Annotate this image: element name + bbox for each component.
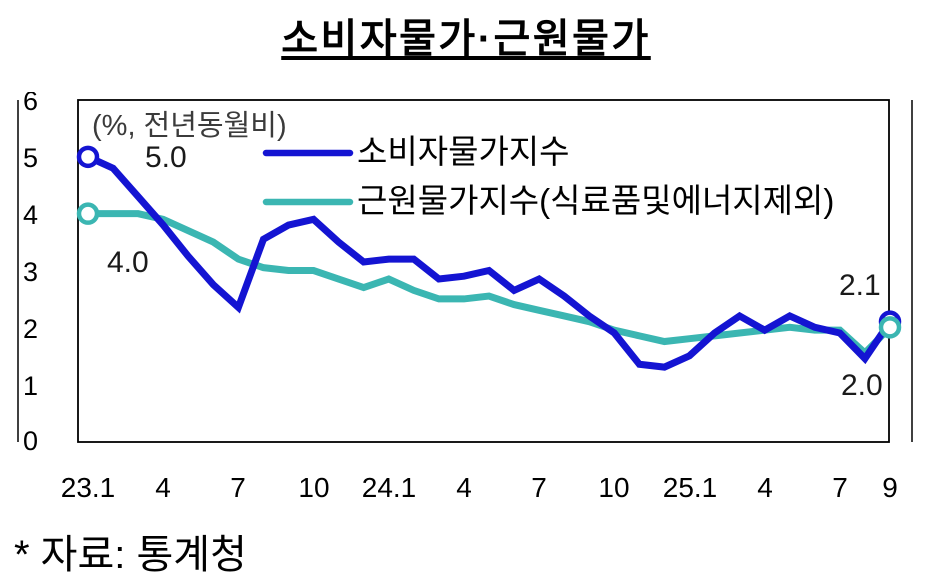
- svg-text:1: 1: [23, 371, 38, 401]
- svg-text:근원물가지수(식료품및에너지제외): 근원물가지수(식료품및에너지제외): [357, 182, 834, 219]
- svg-text:4.0: 4.0: [107, 246, 149, 279]
- svg-text:3: 3: [23, 257, 38, 287]
- svg-text:0: 0: [23, 426, 38, 456]
- svg-text:7: 7: [230, 472, 246, 503]
- svg-text:2.0: 2.0: [841, 369, 883, 402]
- svg-text:23.1: 23.1: [61, 472, 116, 503]
- svg-text:2: 2: [23, 314, 38, 344]
- svg-text:(%, 전년동월비): (%, 전년동월비): [92, 109, 287, 142]
- svg-text:소비자물가지수: 소비자물가지수: [357, 133, 570, 170]
- svg-text:2.1: 2.1: [839, 269, 881, 302]
- svg-text:4: 4: [757, 472, 773, 503]
- svg-text:4: 4: [155, 472, 171, 503]
- svg-text:5.0: 5.0: [145, 141, 187, 174]
- svg-text:5: 5: [23, 143, 38, 173]
- svg-text:7: 7: [832, 472, 848, 503]
- svg-text:10: 10: [298, 472, 329, 503]
- svg-text:4: 4: [456, 472, 472, 503]
- svg-text:7: 7: [531, 472, 547, 503]
- svg-text:4: 4: [23, 200, 38, 230]
- svg-text:24.1: 24.1: [362, 472, 417, 503]
- svg-text:25.1: 25.1: [663, 472, 718, 503]
- svg-text:9: 9: [882, 472, 898, 503]
- svg-text:10: 10: [598, 472, 629, 503]
- svg-text:6: 6: [23, 92, 38, 116]
